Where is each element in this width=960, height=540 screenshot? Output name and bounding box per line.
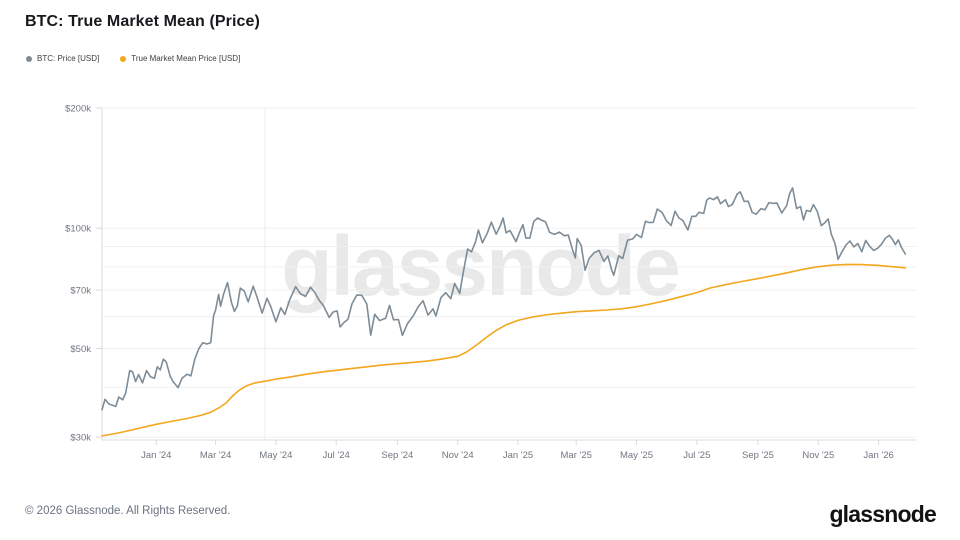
- svg-text:Jul '25: Jul '25: [683, 450, 710, 461]
- legend-label-true-market-mean: True Market Mean Price [USD]: [131, 54, 241, 63]
- svg-text:$100k: $100k: [65, 224, 91, 235]
- svg-text:Mar '24: Mar '24: [200, 450, 231, 461]
- svg-text:Sep '25: Sep '25: [742, 450, 774, 461]
- legend-item-true-market-mean[interactable]: True Market Mean Price [USD]: [120, 54, 240, 63]
- chart-legend: BTC: Price [USD] True Market Mean Price …: [26, 54, 240, 63]
- svg-text:Jan '24: Jan '24: [141, 450, 171, 461]
- svg-text:Mar '25: Mar '25: [561, 450, 592, 461]
- svg-text:Nov '25: Nov '25: [802, 450, 834, 461]
- copyright-text: © 2026 Glassnode. All Rights Reserved.: [25, 505, 231, 517]
- svg-text:Jan '25: Jan '25: [503, 450, 533, 461]
- svg-text:$50k: $50k: [70, 344, 91, 355]
- svg-text:May '24: May '24: [259, 450, 292, 461]
- legend-dot-true-market-mean-icon: [120, 55, 127, 62]
- svg-text:Nov '24: Nov '24: [442, 450, 474, 461]
- glassnode-logo[interactable]: glassnode: [829, 501, 936, 527]
- legend-dot-btc-price-icon: [26, 55, 32, 62]
- svg-text:$70k: $70k: [70, 286, 91, 297]
- svg-text:$30k: $30k: [70, 433, 91, 444]
- page-title: BTC: True Market Mean (Price): [25, 13, 260, 30]
- svg-text:$200k: $200k: [65, 104, 91, 115]
- svg-text:May '25: May '25: [620, 450, 653, 461]
- legend-label-btc-price: BTC: Price [USD]: [37, 54, 100, 63]
- legend-item-btc-price[interactable]: BTC: Price [USD]: [26, 54, 99, 63]
- svg-text:Jan '26: Jan '26: [863, 450, 893, 461]
- svg-text:Sep '24: Sep '24: [381, 450, 413, 461]
- svg-text:Jul '24: Jul '24: [323, 450, 350, 461]
